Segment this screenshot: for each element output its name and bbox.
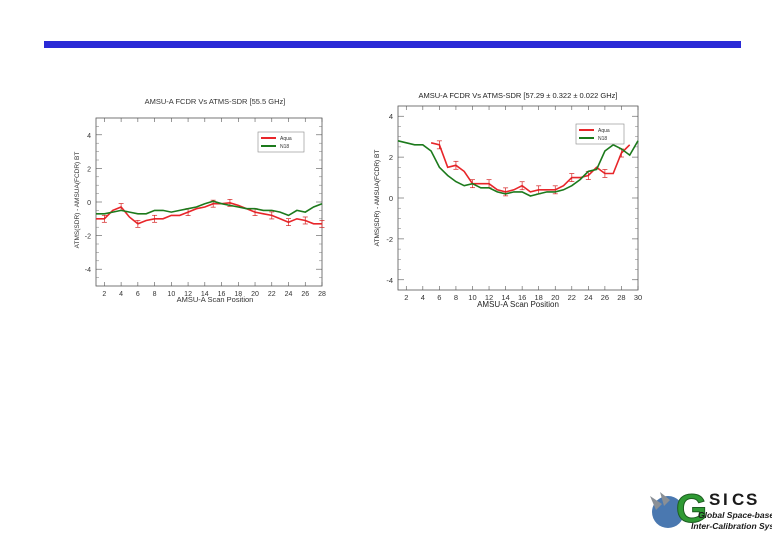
x-tick-label: 4 — [421, 293, 425, 302]
gsics-logo-graphic: G S I C S Global Space-based Inter-Calib… — [650, 487, 780, 532]
logo-letter-c: C — [732, 490, 744, 509]
x-tick-label: 10 — [468, 293, 476, 302]
series-line-n18 — [96, 200, 323, 217]
series-line-n18 — [397, 140, 639, 197]
x-tick-label: 10 — [167, 291, 175, 298]
y-tick-label: -2 — [85, 234, 91, 241]
chart-55-5ghz: AMSU-A FCDR Vs ATMS-SDR [55.5 GHz] AMSU-… — [70, 92, 330, 304]
legend-label-n18: N18 — [598, 136, 607, 142]
y-axis-label: ATMS(SDR) - AMSUA(FCDR) BT — [74, 152, 81, 249]
x-tick-label: 16 — [518, 293, 526, 302]
y-tick-label: -2 — [386, 235, 393, 244]
y-tick-label: 2 — [87, 166, 91, 173]
logo-letter-g: G — [676, 487, 707, 531]
x-tick-label: 28 — [318, 291, 326, 298]
x-tick-label: 20 — [251, 291, 259, 298]
x-tick-label: 26 — [601, 293, 609, 302]
x-tick-label: 2 — [102, 291, 106, 298]
x-tick-label: 22 — [568, 293, 576, 302]
x-tick-label: 24 — [584, 293, 592, 302]
x-tick-label: 14 — [201, 291, 209, 298]
logo-letter-s2: S — [746, 490, 757, 509]
satellite-icon — [650, 492, 670, 510]
x-axis-label: AMSU-A Scan Position — [477, 300, 559, 309]
y-tick-label: 0 — [389, 194, 393, 203]
x-tick-label: 20 — [551, 293, 559, 302]
gsics-logo: G S I C S Global Space-based Inter-Calib… — [646, 482, 780, 536]
x-tick-label: 4 — [119, 291, 123, 298]
y-axis-label: ATMS(SDR) - AMSUA(FCDR) BT — [374, 150, 381, 247]
x-tick-label: 18 — [535, 293, 543, 302]
x-axis-label: AMSU-A Scan Position — [177, 295, 254, 304]
chart-title: AMSU-A FCDR Vs ATMS-SDR [57.29 ± 0.322 ±… — [419, 91, 618, 100]
x-tick-label: 12 — [485, 293, 493, 302]
x-tick-label: 30 — [634, 293, 642, 302]
series-line-aqua — [430, 142, 631, 193]
title-bar-divider — [44, 41, 741, 48]
logo-tagline-1: Global Space-based — [698, 510, 772, 520]
chart-title: AMSU-A FCDR Vs ATMS-SDR [55.5 GHz] — [145, 97, 286, 106]
x-tick-label: 6 — [437, 293, 441, 302]
legend-label-aqua: Aqua — [598, 128, 610, 134]
y-tick-label: -4 — [85, 267, 91, 274]
x-tick-label: 12 — [184, 291, 192, 298]
y-tick-label: 4 — [87, 133, 91, 140]
logo-tagline-2: Inter-Calibration System — [691, 521, 772, 531]
x-tick-label: 18 — [234, 291, 242, 298]
x-tick-label: 26 — [301, 291, 309, 298]
y-tick-label: 0 — [87, 200, 91, 207]
x-tick-label: 6 — [136, 291, 140, 298]
series-line-aqua — [96, 201, 322, 225]
x-tick-label: 28 — [617, 293, 625, 302]
logo-letter-s: S — [709, 490, 720, 509]
y-tick-label: 2 — [389, 153, 393, 162]
chart-57-29ghz-plot: AMSU-A FCDR Vs ATMS-SDR [57.29 ± 0.322 ±… — [374, 91, 642, 309]
y-tick-label: 4 — [389, 112, 393, 121]
x-tick-label: 8 — [153, 291, 157, 298]
x-tick-label: 24 — [285, 291, 293, 298]
legend-label-n18: N18 — [280, 144, 289, 150]
x-tick-label: 22 — [268, 291, 276, 298]
legend-label-aqua: Aqua — [280, 136, 292, 142]
chart-57-29ghz: AMSU-A FCDR Vs ATMS-SDR [57.29 ± 0.322 ±… — [370, 86, 650, 312]
x-tick-label: 16 — [218, 291, 226, 298]
logo-letter-i: I — [723, 490, 728, 509]
x-tick-label: 8 — [454, 293, 458, 302]
x-tick-label: 14 — [501, 293, 509, 302]
chart-55-5ghz-plot: AMSU-A FCDR Vs ATMS-SDR [55.5 GHz] AMSU-… — [74, 97, 326, 304]
x-tick-label: 2 — [404, 293, 408, 302]
y-tick-label: -4 — [386, 276, 393, 285]
